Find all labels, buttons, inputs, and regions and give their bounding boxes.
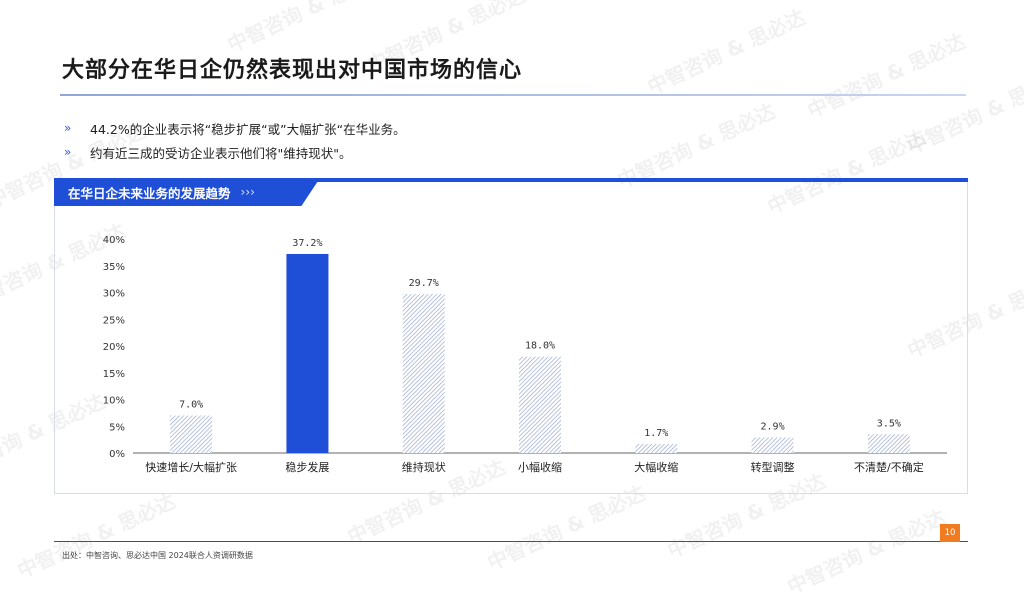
x-tick-label: 稳步发展 bbox=[285, 460, 329, 474]
y-tick-label: 20% bbox=[103, 342, 125, 353]
bar bbox=[286, 253, 329, 453]
x-tick-label: 大幅收缩 bbox=[634, 460, 678, 474]
y-tick-label: 40% bbox=[103, 235, 125, 246]
x-tick-label: 维持现状 bbox=[402, 460, 446, 474]
watermark-text: 中智咨询 & 思必达 bbox=[783, 504, 950, 599]
bar-value-label: 7.0% bbox=[179, 400, 203, 411]
chart-title: 在华日企未来业务的发展趋势 bbox=[68, 185, 231, 201]
x-tick-label: 不清楚/不确定 bbox=[854, 460, 924, 474]
chevrons-icon: ››› bbox=[240, 185, 255, 199]
bar-value-label: 3.5% bbox=[877, 418, 901, 429]
bar bbox=[867, 434, 910, 453]
x-tick-label: 小幅收缩 bbox=[518, 460, 562, 474]
chart-panel: 0% 5% 10% 15% 20% 25% 30% 35% 40% 7.0% 快速增长/大幅扩张 37… bbox=[54, 178, 968, 494]
watermark-text: 中智咨询 & 思必达 bbox=[13, 488, 180, 583]
bar bbox=[635, 443, 678, 453]
x-tick-label: 转型调整 bbox=[751, 460, 795, 474]
y-tick-label: 5% bbox=[109, 422, 125, 433]
page-number: 10 bbox=[940, 524, 960, 542]
y-tick-label: 35% bbox=[103, 262, 125, 273]
chart-title-tab: 在华日企未来业务的发展趋势 ››› bbox=[54, 178, 320, 206]
bar bbox=[751, 437, 794, 453]
watermark-text: 中智咨询 & 思必达 bbox=[903, 64, 1024, 159]
y-tick-label: 0% bbox=[109, 449, 125, 460]
bar-value-label: 2.9% bbox=[761, 421, 785, 432]
watermark-text: 中智咨询 & 思必达 bbox=[643, 4, 810, 99]
bar-value-label: 29.7% bbox=[409, 278, 439, 289]
y-tick-label: 15% bbox=[103, 369, 125, 380]
bar-value-label: 37.2% bbox=[292, 238, 322, 249]
bar bbox=[402, 294, 445, 453]
watermark-text: 中智咨询 & 思必达 bbox=[803, 28, 970, 123]
chart-header-line bbox=[312, 178, 968, 182]
bar bbox=[170, 415, 213, 453]
y-tick-label: 30% bbox=[103, 289, 125, 300]
bullet-marker-icon: » bbox=[64, 145, 72, 159]
bullet-item: » 44.2%的企业表示将“稳步扩展“或”大幅扩张“在华业务。 bbox=[64, 116, 406, 140]
bullet-item: » 约有近三成的受访企业表示他们将"维持现状"。 bbox=[64, 140, 406, 164]
bullet-list: » 44.2%的企业表示将“稳步扩展“或”大幅扩张“在华业务。 » 约有近三成的… bbox=[64, 116, 406, 164]
bar-value-label: 18.0% bbox=[525, 341, 555, 352]
x-tick-label: 快速增长/大幅扩张 bbox=[145, 460, 237, 474]
bullet-marker-icon: » bbox=[64, 121, 72, 135]
title-divider bbox=[60, 94, 966, 96]
watermark-text: 中智咨询 & 思必达 bbox=[223, 0, 390, 57]
y-tick-label: 10% bbox=[103, 396, 125, 407]
bullet-text: 44.2%的企业表示将“稳步扩展“或”大幅扩张“在华业务。 bbox=[90, 121, 406, 137]
bar-value-label: 1.7% bbox=[644, 428, 668, 439]
bar-chart: 0% 5% 10% 15% 20% 25% 30% 35% 40% 7.0% 快速增长/大幅扩张 37… bbox=[103, 235, 947, 474]
source-note: 出处：中智咨询、思必达中国 2024联合人资调研数据 bbox=[62, 551, 253, 560]
footer-divider bbox=[54, 541, 968, 542]
bullet-text: 约有近三成的受访企业表示他们将"维持现状"。 bbox=[90, 145, 352, 161]
bar bbox=[519, 356, 561, 453]
y-tick-label: 25% bbox=[103, 315, 125, 326]
page-title: 大部分在华日企仍然表现出对中国市场的信心 bbox=[62, 58, 523, 83]
